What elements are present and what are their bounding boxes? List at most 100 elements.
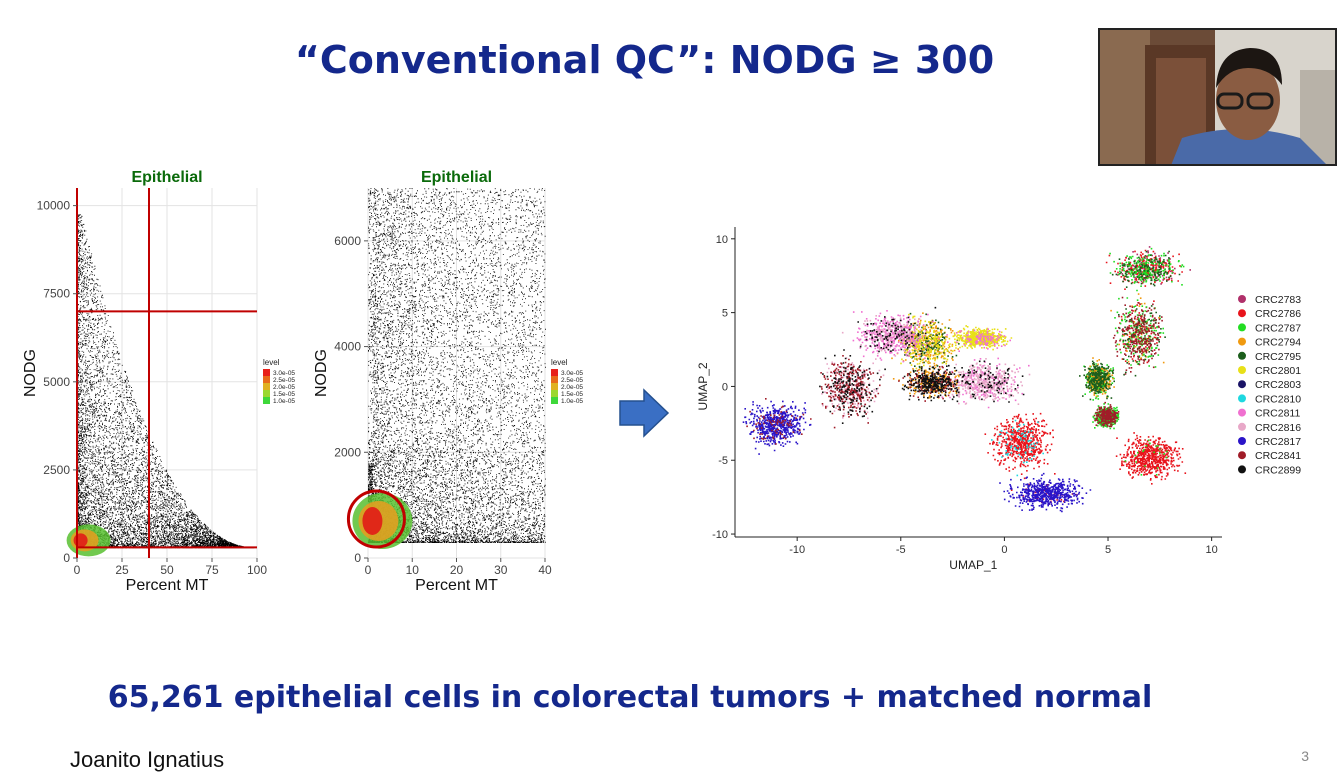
- chart-title: Epithelial: [131, 169, 202, 186]
- legend-swatch: [551, 369, 558, 376]
- slide-title: “Conventional QC”: NODG ≥ 300: [294, 38, 995, 82]
- legend-entry: CRC2841: [1255, 450, 1301, 462]
- legend-dot: [1238, 451, 1246, 460]
- x-tick-label: 10: [1206, 544, 1218, 556]
- density-level-3: [73, 533, 88, 548]
- legend-entry: 1.0e-05: [561, 398, 583, 405]
- y-axis-label: UMAP_2: [696, 362, 710, 410]
- y-axis-label: NODG: [22, 349, 39, 397]
- legend-dot: [1238, 351, 1246, 360]
- legend-entry: CRC2794: [1255, 337, 1301, 349]
- scatter-point: [368, 188, 546, 543]
- x-tick-label: 0: [365, 563, 372, 577]
- scatter-point: [77, 212, 255, 549]
- x-tick-label: 40: [538, 563, 552, 577]
- y-tick-label: 0: [63, 551, 70, 565]
- y-tick-label: 5: [722, 308, 728, 320]
- x-tick-label: 30: [494, 563, 508, 577]
- umap-points-crc2841: [746, 296, 1163, 445]
- legend-swatch: [263, 369, 270, 376]
- right-arrow-icon: [619, 388, 670, 438]
- legend-swatch: [551, 376, 558, 383]
- legend-dot: [1238, 422, 1246, 431]
- legend-entry: CRC2786: [1255, 308, 1301, 320]
- legend-entry: CRC2801: [1255, 365, 1301, 377]
- highlight-circle: [346, 489, 406, 549]
- y-tick-label: 2000: [334, 445, 361, 459]
- legend-swatch: [551, 383, 558, 390]
- y-tick-label: -10: [712, 529, 728, 541]
- legend-entry: CRC2811: [1255, 408, 1300, 420]
- legend-swatch: [263, 383, 270, 390]
- umap-points-crc2817: [742, 400, 1092, 513]
- y-tick-label: 0: [722, 381, 728, 393]
- x-tick-label: 75: [205, 563, 219, 577]
- y-axis-label: NODG: [313, 349, 330, 397]
- legend-entry: 1.5e-05: [561, 391, 583, 398]
- x-tick-label: 10: [406, 563, 420, 577]
- x-tick-label: 50: [160, 563, 174, 577]
- x-tick-label: 5: [1105, 544, 1111, 556]
- legend-swatch: [263, 390, 270, 397]
- y-tick-label: -5: [718, 455, 728, 467]
- legend-swatch: [263, 397, 270, 404]
- legend-entry: CRC2787: [1255, 322, 1301, 334]
- legend-entry: 2.5e-05: [561, 377, 583, 384]
- legend-entry: CRC2816: [1255, 422, 1301, 434]
- umap-points-crc2899: [819, 306, 1025, 424]
- presenter-name: Joanito Ignatius: [70, 747, 225, 772]
- slide-subtitle: 65,261 epithelial cells in colorectal tu…: [107, 680, 1153, 715]
- legend-entry: 3.0e-05: [561, 370, 583, 377]
- legend-dot: [1238, 366, 1246, 374]
- umap-points-crc2811: [852, 310, 1030, 409]
- legend-entry: 3.0e-05: [273, 370, 295, 377]
- legend-entry: CRC2899: [1255, 464, 1301, 476]
- umap-points-crc2783: [1116, 246, 1191, 285]
- y-tick-label: 10000: [37, 199, 71, 213]
- legend-entry: CRC2803: [1255, 379, 1301, 391]
- umap-points-crc2816: [821, 315, 1031, 420]
- chart-qc-zoom: 0 10 20 30 40 0 2000 4000 6000 Epithelial Percent …: [313, 169, 583, 594]
- y-tick-label: 10: [716, 234, 728, 246]
- scatter-points: [368, 188, 546, 543]
- legend-title: level: [263, 358, 280, 367]
- x-tick-label: 25: [115, 563, 129, 577]
- scatter-points: [77, 212, 255, 549]
- legend-entry: 1.0e-05: [273, 398, 295, 405]
- x-tick-label: 0: [1001, 544, 1007, 556]
- chart-qc-full: 0 25 50 75 100 0 2500 5000 7500 10000 Epithelial Pe…: [22, 169, 295, 594]
- chart-umap: -10 -5 0 5 10 -10 -5 0 5 10 UMAP_1 UMAP_2 CRC2783 CRC…: [696, 227, 1301, 572]
- y-tick-label: 0: [354, 551, 361, 565]
- legend-swatch: [551, 397, 558, 404]
- x-tick-label: 100: [247, 563, 267, 577]
- legend-dot: [1238, 437, 1246, 445]
- umap-points-crc2810: [991, 419, 1044, 477]
- legend-dot: [1238, 380, 1246, 389]
- x-tick-label: -10: [789, 544, 805, 556]
- legend-dot: [1238, 408, 1246, 417]
- legend-dot: [1238, 337, 1246, 346]
- x-tick-label: 20: [450, 563, 464, 577]
- legend-entry: 1.5e-05: [273, 391, 295, 398]
- y-tick-label: 5000: [43, 375, 70, 389]
- legend-title: level: [551, 358, 568, 367]
- x-axis-label: Percent MT: [415, 577, 498, 594]
- umap-points-crc2801: [896, 313, 1013, 370]
- legend-dot: [1238, 295, 1246, 303]
- page-number: 3: [1301, 748, 1309, 764]
- legend-dot: [1238, 309, 1246, 318]
- x-axis-label: Percent MT: [126, 577, 209, 594]
- webcam-person-icon: [1100, 30, 1335, 164]
- umap-points-crc2786: [984, 249, 1187, 505]
- density-level-3: [362, 507, 383, 535]
- legend-dot: [1238, 394, 1246, 403]
- y-tick-label: 4000: [334, 340, 361, 354]
- legend-entry: CRC2810: [1255, 393, 1301, 405]
- legend-entry: 2.0e-05: [273, 384, 295, 391]
- legend-entry: CRC2783: [1255, 294, 1301, 306]
- chart-title: Epithelial: [421, 169, 492, 186]
- legend-swatch: [551, 390, 558, 397]
- legend-dot: [1238, 465, 1246, 474]
- legend-dot: [1238, 323, 1246, 332]
- legend-entry: 2.5e-05: [273, 377, 295, 384]
